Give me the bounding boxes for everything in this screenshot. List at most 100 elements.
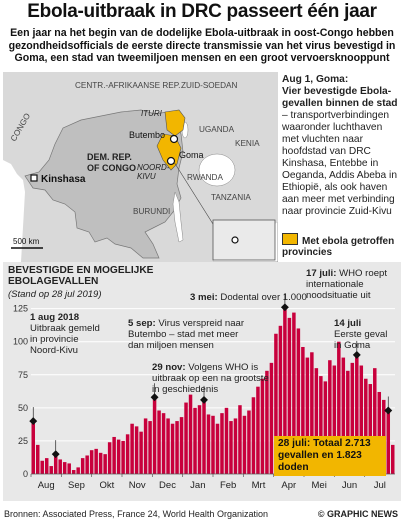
marker-point bbox=[29, 417, 38, 426]
bar bbox=[368, 384, 373, 474]
legend-swatch bbox=[282, 233, 298, 245]
label-kinshasa: Kinshasa bbox=[41, 174, 86, 185]
x-tick-label: Apr bbox=[281, 480, 296, 491]
bar bbox=[197, 405, 202, 474]
goma-info-lead: Vier bevestigde Ebola-gevallen binnen de… bbox=[282, 86, 398, 109]
credit: © GRAPHIC NEWS bbox=[317, 509, 398, 519]
annotation-14-jul: 14 juli Eerste geval in Goma bbox=[334, 318, 394, 351]
goma-zoom-line bbox=[173, 161, 214, 225]
bar bbox=[94, 448, 98, 474]
bar bbox=[53, 454, 58, 474]
bar bbox=[274, 333, 278, 474]
bar bbox=[175, 421, 179, 474]
annotation-nov-text: Volgens WHO is uitbraak op een na groots… bbox=[152, 362, 269, 395]
bar bbox=[337, 341, 341, 474]
bar bbox=[85, 455, 89, 474]
bar bbox=[193, 407, 197, 474]
y-tick-label: 100 bbox=[13, 337, 28, 347]
bar bbox=[125, 434, 130, 474]
bar bbox=[215, 423, 220, 474]
bar bbox=[350, 362, 355, 474]
chart-note: (Stand op 28 jul 2019) bbox=[8, 289, 102, 300]
bar bbox=[260, 378, 265, 474]
bar bbox=[139, 431, 143, 474]
annotation-nov-date: 29 nov: bbox=[152, 362, 186, 373]
congo-map: CENTR.-AFRIKAANSE REP. ZUID-SOEDAN CONGO… bbox=[3, 72, 278, 262]
bar bbox=[391, 444, 395, 474]
bar bbox=[58, 459, 62, 474]
marker-point bbox=[51, 450, 60, 459]
bar bbox=[242, 415, 247, 474]
marker-point bbox=[200, 395, 208, 404]
bar bbox=[229, 421, 233, 474]
bar bbox=[170, 423, 175, 474]
bar bbox=[305, 357, 310, 474]
y-tick-label: 25 bbox=[18, 436, 28, 446]
lake-victoria bbox=[198, 153, 236, 187]
bar bbox=[220, 413, 224, 474]
annotation-17-jul: 17 juli: WHO roept internationale noodsi… bbox=[306, 268, 400, 301]
annotation-may: 3 mei: Dodental over 1.000 bbox=[190, 292, 310, 303]
bar bbox=[116, 439, 121, 474]
bar bbox=[301, 346, 305, 474]
label-kenya: KENIA bbox=[235, 139, 260, 148]
bar bbox=[346, 370, 350, 474]
label-car: CENTR.-AFRIKAANSE REP. bbox=[75, 81, 180, 90]
label-south-sudan: ZUID-SOEDAN bbox=[181, 81, 237, 90]
x-tick-label: Jun bbox=[342, 480, 357, 491]
bar bbox=[49, 466, 53, 474]
goma-info-panel: Aug 1, Goma: Vier bevestigde Ebola-geval… bbox=[282, 74, 402, 218]
label-drc-2: OF CONGO bbox=[87, 163, 136, 173]
bar bbox=[202, 399, 206, 474]
bar bbox=[98, 452, 103, 474]
x-tick-label: Aug bbox=[38, 480, 55, 491]
bar bbox=[386, 410, 391, 474]
goma-zoom-box bbox=[212, 219, 276, 261]
goma-info-text: – transportverbindingen waaronder luchth… bbox=[282, 110, 397, 217]
label-noord-2: KIVU bbox=[137, 172, 156, 181]
y-tick-label: 50 bbox=[18, 403, 28, 413]
page-subtitle: Een jaar na het begin van de dodelijke E… bbox=[8, 27, 396, 65]
x-tick-label: Okt bbox=[99, 480, 114, 491]
bar bbox=[278, 325, 283, 474]
bar bbox=[251, 397, 256, 474]
bar bbox=[211, 415, 215, 474]
bar bbox=[152, 397, 157, 474]
x-tick-label: Dec bbox=[159, 480, 176, 491]
sources: Bronnen: Associated Press, France 24, Wo… bbox=[4, 509, 268, 519]
annotation-may-date: 3 mei: bbox=[190, 292, 218, 303]
label-burundi: BURUNDI bbox=[133, 207, 170, 216]
annotation-sep-text: Virus verspreid naar Butembo – stad met … bbox=[128, 318, 245, 351]
bar bbox=[247, 410, 251, 474]
goma-marker bbox=[166, 156, 176, 166]
cases-chart: 0 25 50 75 100 125 Aug Sep Okt Nov Dec Jan Feb Mrt Apr… bbox=[13, 293, 395, 491]
bar bbox=[341, 357, 346, 474]
label-noord-1: NOORD- bbox=[137, 163, 170, 172]
bar bbox=[157, 410, 161, 474]
label-rwanda: RWANDA bbox=[187, 173, 223, 182]
bar bbox=[121, 440, 125, 474]
bar bbox=[71, 470, 76, 474]
bar bbox=[161, 413, 166, 474]
annotation-may-text: Dodental over 1.000 bbox=[220, 292, 307, 303]
bar bbox=[359, 365, 364, 474]
bar bbox=[179, 417, 184, 474]
legend-label: Met ebola getroffen provincies bbox=[282, 236, 395, 258]
bar bbox=[103, 454, 107, 474]
bar bbox=[265, 370, 269, 474]
bar bbox=[287, 317, 292, 474]
bar bbox=[80, 458, 85, 474]
bar bbox=[35, 444, 40, 474]
annotation-nov: 29 nov: Volgens WHO is uitbraak op een n… bbox=[152, 362, 270, 395]
bar bbox=[107, 442, 112, 474]
lake-tanganyika bbox=[172, 191, 184, 243]
bar bbox=[206, 414, 211, 474]
bar bbox=[224, 407, 229, 474]
bar bbox=[269, 362, 274, 474]
bar bbox=[148, 421, 152, 474]
annotation-sep: 5 sep: Virus verspreid naar Butembo – st… bbox=[128, 318, 256, 351]
bar bbox=[233, 418, 238, 474]
bar bbox=[328, 360, 332, 474]
annotation-17-jul-text: WHO roept internationale noodsituatie ui… bbox=[306, 268, 388, 301]
